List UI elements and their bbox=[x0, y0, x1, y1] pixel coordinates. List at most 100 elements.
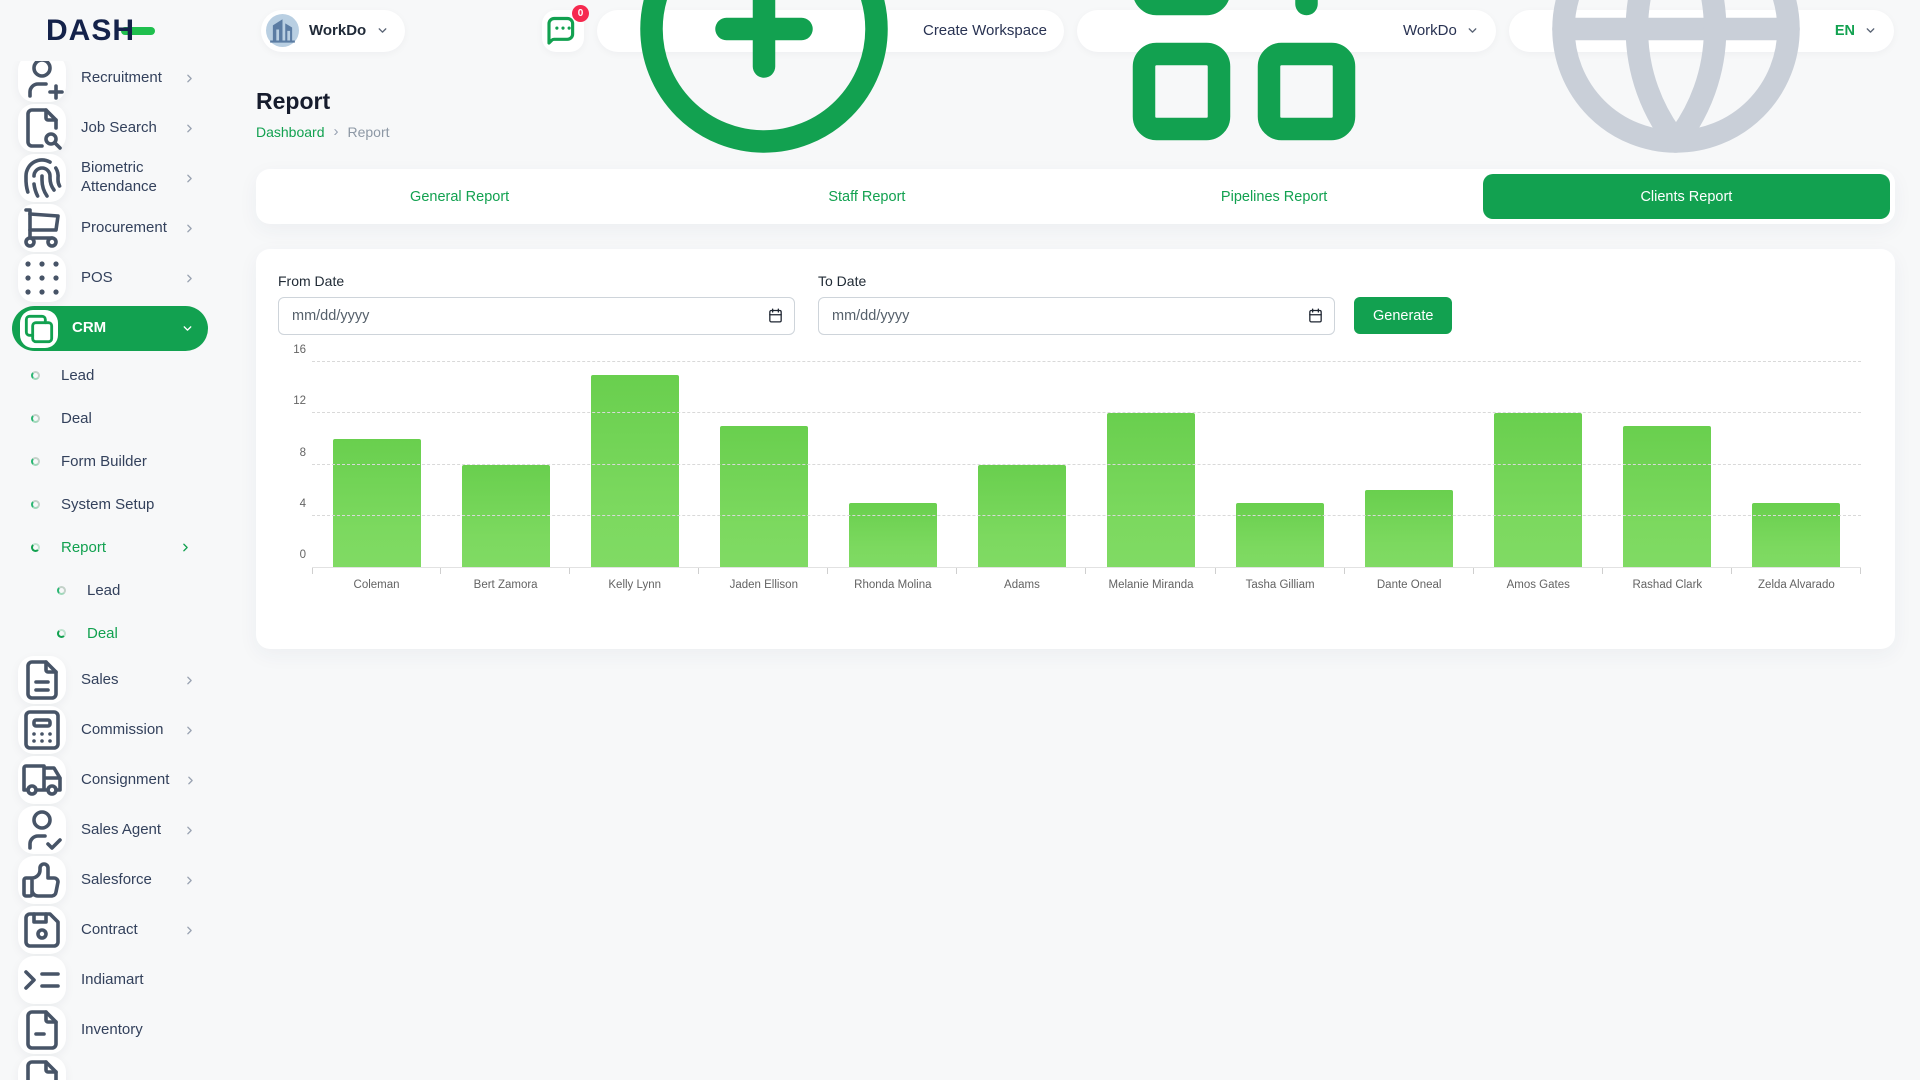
chart-x-label: Zelda Alvarado bbox=[1758, 579, 1835, 591]
sidebar-item-procurement[interactable]: Procurement bbox=[0, 203, 208, 253]
chart-bar-zelda-alvarado bbox=[1752, 502, 1841, 567]
chevron-right-icon bbox=[184, 774, 197, 787]
file-icon bbox=[18, 1006, 66, 1054]
sidebar-subitem-lead[interactable]: Lead bbox=[0, 569, 208, 612]
chart-x-label: Rhonda Molina bbox=[854, 579, 932, 591]
logo-bar-icon bbox=[121, 26, 156, 35]
chevron-right-icon bbox=[183, 172, 196, 185]
generate-button[interactable]: Generate bbox=[1354, 297, 1453, 334]
breadcrumb-dashboard-link[interactable]: Dashboard bbox=[256, 123, 325, 140]
sidebar-item-sales-agent[interactable]: Sales Agent bbox=[0, 805, 208, 855]
sidebar-subitem-system-setup[interactable]: System Setup bbox=[0, 483, 208, 526]
sidebar-item-salesforce[interactable]: Salesforce bbox=[0, 855, 208, 905]
breadcrumb-current: Report bbox=[347, 123, 390, 140]
bullet-circle-icon bbox=[31, 414, 40, 423]
sidebar-item-contract[interactable]: Contract bbox=[0, 905, 208, 955]
sidebar-item-commission[interactable]: Commission bbox=[0, 705, 208, 755]
chart-bar-slot bbox=[1216, 363, 1345, 574]
bullet-circle-icon bbox=[31, 371, 40, 380]
chart-bar-slot bbox=[1603, 363, 1732, 574]
sidebar-subitem-deal[interactable]: Deal bbox=[0, 612, 208, 655]
chart-bar-jaden-ellison bbox=[719, 426, 808, 567]
tab-general-report[interactable]: General Report bbox=[410, 188, 510, 205]
sidebar-item-consignment[interactable]: Consignment bbox=[0, 755, 208, 805]
main-content: Report Dashboard › Report General Report… bbox=[256, 61, 1895, 649]
bullet-circle-icon bbox=[31, 543, 40, 552]
to-date-input[interactable] bbox=[818, 297, 1335, 335]
sidebar-item-crm[interactable]: CRM bbox=[12, 306, 208, 351]
chart-x-label: Adams bbox=[1004, 579, 1040, 591]
chart-bar-rhonda-molina bbox=[848, 502, 937, 567]
chart-bar-rashad-clark bbox=[1623, 426, 1712, 567]
chart-y-tick-label: 16 bbox=[293, 344, 306, 356]
chevron-down-icon bbox=[376, 24, 389, 37]
chevron-down-icon bbox=[181, 322, 194, 335]
sidebar-item-label: Sales Agent bbox=[81, 820, 162, 838]
bullet-circle-icon bbox=[31, 500, 40, 509]
messages-button[interactable]: 0 bbox=[541, 4, 589, 52]
sidebar-item-sales[interactable]: Sales bbox=[0, 655, 208, 705]
messages-badge: 0 bbox=[571, 4, 589, 22]
tab-clients-report[interactable]: Clients Report bbox=[1482, 174, 1890, 219]
file-text-icon bbox=[18, 656, 66, 704]
language-selector[interactable]: EN bbox=[1508, 0, 1894, 153]
floppy-icon bbox=[18, 906, 66, 954]
chevron-right-icon bbox=[183, 222, 196, 235]
truck-icon bbox=[18, 756, 66, 804]
sidebar-item-label: Salesforce bbox=[81, 870, 152, 888]
calculator-icon bbox=[18, 706, 66, 754]
chart-x-label: Amos Gates bbox=[1506, 579, 1570, 591]
chart-bar-kelly-lynn bbox=[590, 374, 679, 567]
chevron-right-icon bbox=[183, 824, 196, 837]
workspace-avatar bbox=[266, 14, 299, 47]
workspace-selector[interactable]: WorkDo bbox=[261, 9, 406, 52]
building-icon bbox=[266, 13, 299, 49]
chart-bar-slot bbox=[1474, 363, 1603, 574]
chart-x-label: Tasha Gilliam bbox=[1245, 579, 1315, 591]
chart-bar-tasha-gilliam bbox=[1236, 502, 1325, 567]
sidebar-item-label: Commission bbox=[81, 720, 164, 738]
sidebar-item-label: Inventory bbox=[81, 1020, 143, 1038]
thumb-up-icon bbox=[18, 856, 66, 904]
chart-bar-slot bbox=[699, 363, 829, 574]
sidebar-item-label: Lead bbox=[61, 367, 95, 384]
workspace-name: WorkDo bbox=[309, 22, 367, 39]
tab-staff-report[interactable]: Staff Report bbox=[828, 188, 906, 205]
tab-pipelines-report[interactable]: Pipelines Report bbox=[1220, 188, 1328, 205]
chart-x-label: Melanie Miranda bbox=[1108, 579, 1194, 591]
sidebar-item-inventory[interactable]: Inventory bbox=[0, 1005, 208, 1055]
sidebar-item-label: Sales bbox=[81, 670, 119, 688]
chevron-right-icon bbox=[183, 72, 196, 85]
sidebar-item-job-search[interactable]: Job Search bbox=[0, 103, 208, 153]
create-workspace-button[interactable]: Create Workspace bbox=[596, 0, 1064, 153]
sidebar-item-label: POS bbox=[81, 268, 113, 286]
chart-gridline bbox=[312, 514, 1861, 516]
sidebar-item-biometric-attendance[interactable]: Biometric Attendance bbox=[0, 153, 208, 203]
crm-icon bbox=[20, 309, 58, 348]
sidebar-item-recruitment[interactable]: Recruitment bbox=[0, 61, 208, 103]
sidebar-subitem-deal[interactable]: Deal bbox=[0, 397, 208, 440]
chart-bar-dante-oneal bbox=[1365, 490, 1454, 567]
sidebar-item-label: Deal bbox=[87, 625, 118, 642]
app-logo[interactable]: DASH bbox=[0, 14, 208, 48]
sidebar-item-indiamart[interactable]: Indiamart bbox=[0, 955, 208, 1005]
sidebar-subitem-report[interactable]: Report bbox=[0, 526, 208, 569]
fingerprint-icon bbox=[18, 154, 66, 202]
grid-plus-icon bbox=[1094, 0, 1394, 183]
sidebar-subitem-lead[interactable]: Lead bbox=[0, 354, 208, 397]
file-icon bbox=[18, 1056, 66, 1080]
sidebar-item-label: Contract bbox=[81, 920, 138, 938]
chart-bar-slot bbox=[312, 363, 442, 574]
chart-plot-area: 0 4 8 12 16 bbox=[293, 344, 1862, 574]
logo-text: DASH bbox=[46, 13, 136, 47]
sidebar-item-pos[interactable]: POS bbox=[0, 253, 208, 303]
chart-x-label: Jaden Ellison bbox=[729, 579, 798, 591]
user-check-icon bbox=[18, 806, 66, 854]
sidebar-item-partial[interactable] bbox=[0, 1055, 208, 1080]
from-date-input[interactable] bbox=[278, 297, 795, 335]
to-date-field: To Date bbox=[818, 273, 1335, 335]
sidebar: Recruitment Job Search Biometric Attendanc… bbox=[0, 61, 208, 1080]
cart-icon bbox=[18, 204, 66, 252]
workdo-menu-button[interactable]: WorkDo bbox=[1076, 0, 1496, 140]
sidebar-subitem-form-builder[interactable]: Form Builder bbox=[0, 440, 208, 483]
